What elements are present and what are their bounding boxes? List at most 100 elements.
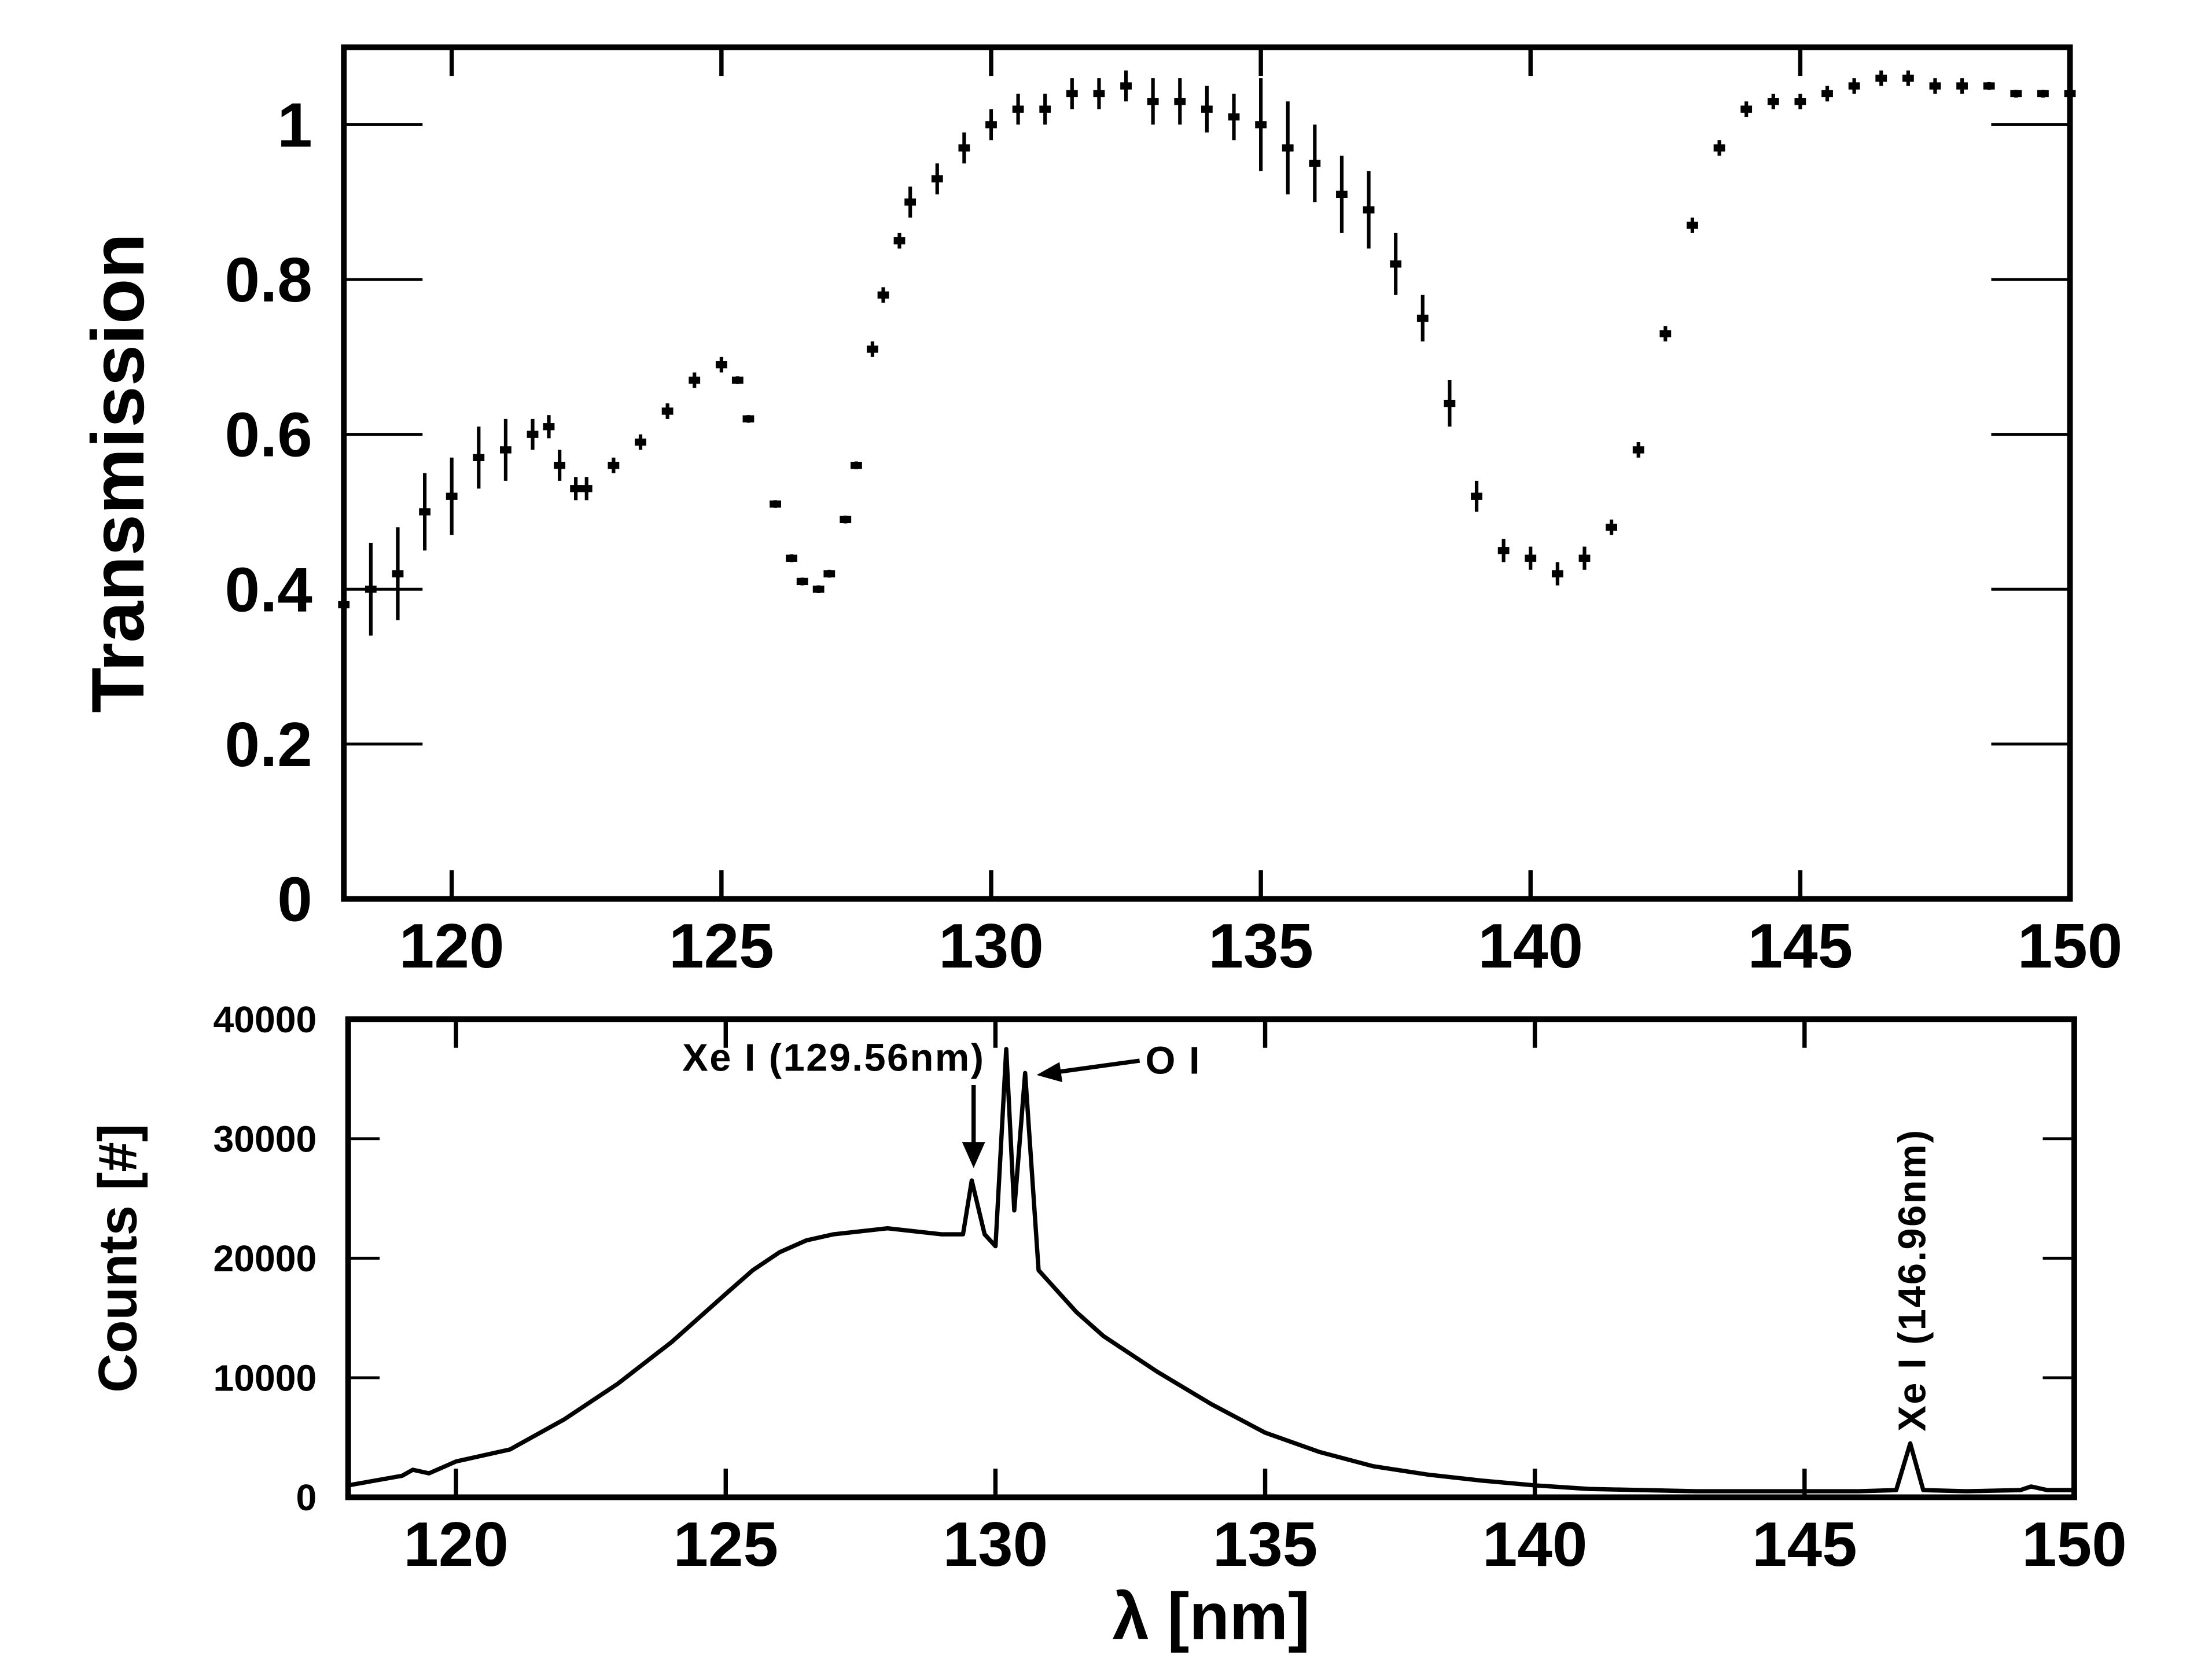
data-point (1606, 524, 1617, 531)
data-point (812, 586, 825, 593)
data-point (866, 345, 878, 353)
data-point (1093, 90, 1105, 98)
data-point (1956, 82, 1968, 90)
data-point (851, 461, 862, 469)
data-point (580, 485, 592, 492)
y-tick-label: 20000 (213, 1238, 316, 1279)
data-point (1039, 105, 1051, 113)
data-point (770, 500, 781, 508)
data-point (1228, 113, 1240, 121)
x-tick-label: 145 (1748, 911, 1853, 981)
data-point (1767, 98, 1779, 105)
data-point (543, 423, 555, 431)
data-point (500, 446, 511, 454)
data-point (1120, 82, 1132, 90)
data-point (1174, 98, 1186, 105)
data-point (958, 144, 970, 152)
y-axis-label: Counts [#] (87, 1124, 148, 1393)
x-tick-label: 125 (673, 1509, 778, 1580)
data-point (2010, 90, 2022, 98)
x-axis-label: λ [nm] (1113, 1580, 1310, 1653)
data-point (742, 415, 754, 423)
plot-frame (341, 44, 2073, 902)
y-tick-label: 40000 (213, 999, 316, 1040)
data-point (1282, 144, 1294, 152)
data-point (608, 461, 620, 469)
data-point (570, 485, 582, 492)
data-point (1201, 105, 1213, 113)
annotation: Xe I (146.96nm) (1891, 1128, 1934, 1431)
x-tick-label: 135 (1208, 911, 1313, 981)
data-point (877, 291, 889, 299)
data-point (689, 376, 701, 384)
x-tick-label: 145 (1752, 1509, 1857, 1580)
data-point (1740, 105, 1753, 113)
data-point (1632, 446, 1644, 454)
y-tick-label: 0 (277, 865, 312, 935)
data-point (1983, 82, 1995, 90)
data-point (1147, 98, 1159, 105)
y-tick-label: 0.8 (225, 245, 312, 315)
plot-frame (345, 1016, 2077, 1500)
data-point (554, 461, 566, 469)
y-tick-label: 0.2 (225, 709, 312, 780)
data-point (1255, 121, 1267, 128)
data-point (1551, 570, 1563, 577)
data-point (2037, 90, 2049, 98)
data-point (904, 198, 917, 206)
x-tick-label: 120 (403, 1509, 509, 1580)
data-point (338, 601, 350, 609)
data-point (893, 237, 906, 245)
x-tick-label: 150 (2018, 911, 2123, 981)
data-point (1012, 105, 1024, 113)
data-point (392, 570, 404, 577)
x-tick-label: 130 (943, 1509, 1048, 1580)
data-point (796, 577, 808, 586)
data-point (1687, 222, 1698, 229)
data-point (1902, 74, 1914, 82)
spectrum-line (348, 1047, 2074, 1494)
x-tick-label: 140 (1482, 1509, 1588, 1580)
arrowhead (962, 1142, 985, 1168)
data-point (1848, 82, 1860, 90)
y-tick-label: 0 (296, 1477, 316, 1518)
data-point (1497, 547, 1510, 554)
data-point (1444, 399, 1456, 407)
data-point (1416, 314, 1429, 322)
data-point (1659, 330, 1672, 337)
x-tick-label: 150 (2022, 1509, 2127, 1580)
arrowhead (1036, 1062, 1063, 1083)
data-point (1066, 90, 1078, 98)
data-point (1309, 160, 1321, 167)
data-point (715, 361, 727, 369)
data-point (1821, 90, 1833, 98)
y-tick-label: 10000 (213, 1357, 316, 1399)
x-tick-label: 125 (669, 911, 774, 981)
data-point (473, 454, 485, 461)
data-point (1578, 554, 1591, 562)
data-point (1929, 82, 1941, 90)
data-point (661, 407, 673, 415)
data-point (985, 121, 997, 128)
annotation: O I (1146, 1039, 1201, 1082)
x-tick-label: 140 (1478, 911, 1583, 981)
data-point (1390, 260, 1402, 268)
data-point (931, 175, 943, 183)
data-point (1336, 190, 1348, 198)
data-point (840, 516, 852, 524)
data-point (1525, 554, 1537, 562)
data-point (1875, 74, 1887, 82)
annotation: Xe I (129.56nm) (682, 1036, 985, 1079)
x-tick-label: 120 (399, 911, 505, 981)
y-tick-label: 1 (277, 90, 312, 161)
y-tick-label: 0.6 (225, 400, 312, 470)
arrow (1056, 1058, 1140, 1075)
data-point (446, 492, 458, 500)
data-point (527, 431, 539, 438)
data-point (1713, 144, 1725, 152)
y-tick-label: 30000 (213, 1118, 316, 1160)
data-point (419, 508, 430, 516)
data-point (823, 570, 836, 577)
data-point (786, 554, 797, 562)
